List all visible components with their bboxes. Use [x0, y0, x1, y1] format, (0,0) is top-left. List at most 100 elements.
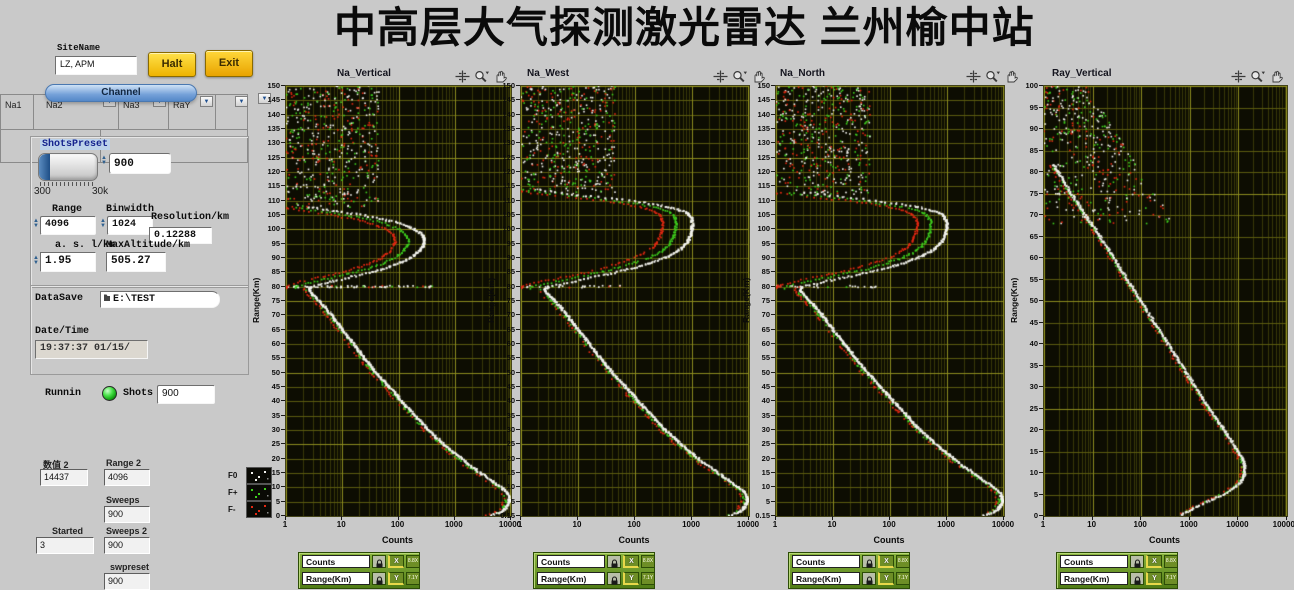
scale-legend-row: Counts X 8.8X — [1060, 555, 1178, 570]
cursor-tool-icon[interactable] — [713, 70, 729, 83]
exit-button[interactable]: Exit — [205, 50, 253, 77]
tab-na1[interactable]: Na1 — [0, 94, 34, 130]
pan-hand-icon[interactable] — [493, 70, 509, 83]
scale-format-button[interactable]: 7.1Y — [1164, 572, 1178, 585]
autoscale-x-button[interactable]: X — [1146, 555, 1162, 568]
channel-dropdown-icon[interactable]: ▼ — [235, 96, 248, 107]
y-tick-mark — [281, 142, 285, 144]
plot-area-na_west[interactable] — [520, 85, 750, 517]
y-tick-mark — [771, 429, 775, 430]
shotspreset-label: ShotsPreset — [40, 139, 111, 150]
y-tick-mark — [771, 113, 775, 115]
y-tick-mark — [516, 271, 520, 273]
asl-stepper[interactable]: ▲ ▼ — [33, 255, 39, 266]
autoscale-lock-icon[interactable] — [862, 555, 876, 568]
asl-input[interactable]: 1.95 — [40, 252, 96, 272]
y-tick-label: 100 — [757, 224, 770, 234]
autoscale-y-button[interactable]: Y — [878, 572, 894, 585]
scale-legend-axis-name: Range(Km) — [537, 572, 605, 585]
range-input[interactable]: 4096 — [40, 216, 96, 235]
y-tick-mark — [281, 171, 285, 172]
scale-format-button[interactable]: 7.1Y — [896, 572, 910, 585]
y-tick-label: 75 — [761, 296, 770, 305]
pan-hand-icon[interactable] — [1269, 70, 1285, 83]
scale-format-button[interactable]: 7.1Y — [641, 572, 655, 585]
y-tick-mark — [771, 271, 775, 273]
plot-area-ray_vertical[interactable] — [1043, 85, 1288, 517]
folder-browse-icon[interactable] — [103, 293, 111, 304]
y-tick-label: 95 — [506, 238, 515, 248]
y-tick-label: 10 — [1029, 468, 1038, 477]
halt-button[interactable]: Halt — [148, 52, 196, 77]
channel-dropdown-icon[interactable]: ▼ — [258, 93, 271, 104]
datasave-path-input[interactable]: E:\TEST — [100, 291, 220, 308]
y-tick-mark — [771, 285, 775, 287]
autoscale-lock-icon[interactable] — [372, 555, 386, 568]
y-tick-label: 125 — [267, 152, 280, 162]
y-tick-label: 40 — [506, 396, 515, 406]
channel-dropdown-icon[interactable]: ▼ — [200, 96, 213, 107]
pan-hand-icon[interactable] — [751, 70, 767, 83]
pan-hand-icon[interactable] — [1004, 70, 1020, 83]
graph-title-ray_vertical: Ray_Vertical — [1052, 68, 1112, 79]
y-tick-mark — [771, 199, 775, 201]
zoom-tool-icon[interactable] — [1250, 70, 1266, 83]
scale-format-button[interactable]: 8.8X — [896, 555, 910, 568]
autoscale-x-button[interactable]: X — [878, 555, 894, 568]
range2-value: 4096 — [104, 469, 150, 486]
shots-label: Shots — [123, 388, 154, 399]
cursor-tool-icon[interactable] — [1231, 70, 1247, 83]
autoscale-lock-icon[interactable] — [862, 572, 876, 585]
range-stepper[interactable]: ▲ ▼ — [33, 218, 39, 229]
scale-legend-na_west: Counts X 8.8X Range(Km) Y 7.1Y — [533, 552, 655, 589]
autoscale-lock-icon[interactable] — [1130, 555, 1144, 568]
y-tick-label: 125 — [502, 152, 515, 162]
autoscale-lock-icon[interactable] — [372, 572, 386, 585]
scale-format-button[interactable]: 7.1Y — [406, 572, 420, 585]
autoscale-lock-icon[interactable] — [1130, 572, 1144, 585]
plot-area-na_vertical[interactable] — [285, 85, 512, 517]
zoom-tool-icon[interactable] — [474, 70, 490, 83]
plot-area-na_north[interactable] — [775, 85, 1005, 517]
binwidth-stepper[interactable]: ▲ ▼ — [100, 218, 106, 229]
zoom-tool-icon[interactable] — [732, 70, 748, 83]
y-tick-label: 90 — [271, 253, 280, 262]
y-tick-label: 10 — [761, 482, 770, 492]
scale-legend-axis-name: Range(Km) — [792, 572, 860, 585]
x-tick-mark — [889, 516, 890, 520]
swpreset-label: swpreset — [110, 562, 150, 572]
autoscale-x-button[interactable]: X — [388, 555, 404, 568]
y-tick-mark — [516, 414, 520, 416]
sitename-input[interactable]: LZ, APM — [55, 56, 137, 75]
autoscale-x-button[interactable]: X — [623, 555, 639, 568]
autoscale-lock-icon[interactable] — [607, 572, 621, 585]
y-tick-mark — [771, 314, 775, 316]
autoscale-lock-icon[interactable] — [607, 555, 621, 568]
scale-format-button[interactable]: 8.8X — [406, 555, 420, 568]
shotspreset-slider[interactable] — [38, 153, 98, 181]
autoscale-y-button[interactable]: Y — [388, 572, 404, 585]
shotspreset-stepper[interactable]: ▲ ▼ — [101, 155, 107, 166]
binwidth-input[interactable]: 1024 — [107, 216, 153, 235]
scale-legend-ray_vertical: Counts X 8.8X Range(Km) Y 7.1Y — [1056, 552, 1178, 589]
y-tick-label: 50 — [761, 367, 770, 377]
scale-format-button[interactable]: 8.8X — [1164, 555, 1178, 568]
y-tick-label: 120 — [502, 167, 515, 176]
y-tick-mark — [281, 371, 285, 373]
x-tick-label: 100000 — [1272, 520, 1294, 529]
y-tick-label: 105 — [502, 210, 515, 219]
scale-format-button[interactable]: 8.8X — [641, 555, 655, 568]
x-tick-mark — [1043, 516, 1044, 520]
y-tick-mark — [771, 128, 775, 129]
y-tick-label: 105 — [267, 210, 280, 219]
shotspreset-input[interactable]: 900 — [109, 153, 171, 174]
y-tick-label: 145 — [267, 95, 280, 105]
scale-legend-row: Counts X 8.8X — [302, 555, 420, 570]
autoscale-y-button[interactable]: Y — [1146, 572, 1162, 585]
cursor-tool-icon[interactable] — [455, 70, 471, 83]
autoscale-y-button[interactable]: Y — [623, 572, 639, 585]
cursor-tool-icon[interactable] — [966, 70, 982, 83]
zoom-tool-icon[interactable] — [985, 70, 1001, 83]
y-tick-mark — [771, 500, 775, 502]
y-tick-mark — [281, 400, 285, 402]
